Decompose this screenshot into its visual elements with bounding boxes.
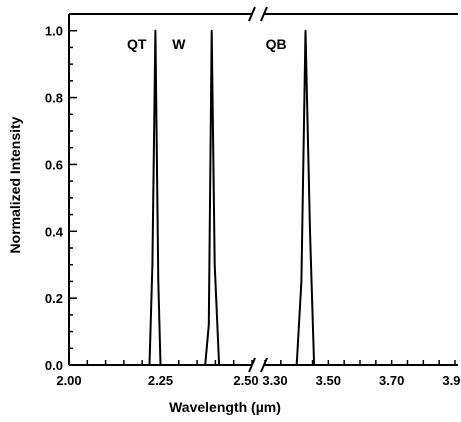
axis-break-mark (248, 6, 256, 22)
peak-label-qb: QB (266, 36, 287, 52)
series-group (69, 29, 455, 366)
x-axis-title: Wavelength (µm) (169, 399, 281, 415)
axes: 0.0 0.2 0.4 0.6 0.8 1.0 2.00 2.25 2.50 3.30 3.50 3.… (45, 6, 461, 388)
x-tick-label: 3.70 (379, 373, 404, 388)
y-tick-label: 0.6 (45, 157, 63, 172)
axis-break-mark (260, 6, 268, 22)
x-tick-label: 3.50 (316, 373, 341, 388)
series-line-qb (265, 29, 455, 366)
labels-group: QT W QB (127, 36, 287, 52)
y-tick-label: 0.8 (45, 91, 63, 106)
axis-break-mark (260, 357, 268, 373)
x-tick-label: 3.90 (442, 373, 461, 388)
y-tick-label: 1.0 (45, 24, 63, 39)
x-tick-label: 2.00 (56, 373, 81, 388)
x-tick-label: 3.30 (262, 373, 287, 388)
series-line-w (69, 29, 252, 366)
peak-label-qt: QT (127, 36, 147, 52)
y-tick-label: 0.4 (45, 224, 64, 239)
x-tick-label: 2.25 (148, 373, 173, 388)
y-tick-label: 0.0 (45, 358, 63, 373)
y-axis-title: Normalized Intensity (7, 116, 23, 253)
x-tick-label: 2.50 (233, 373, 258, 388)
y-tick-label: 0.2 (45, 291, 63, 306)
peak-label-w: W (172, 36, 186, 52)
series-line-qt (69, 29, 252, 366)
